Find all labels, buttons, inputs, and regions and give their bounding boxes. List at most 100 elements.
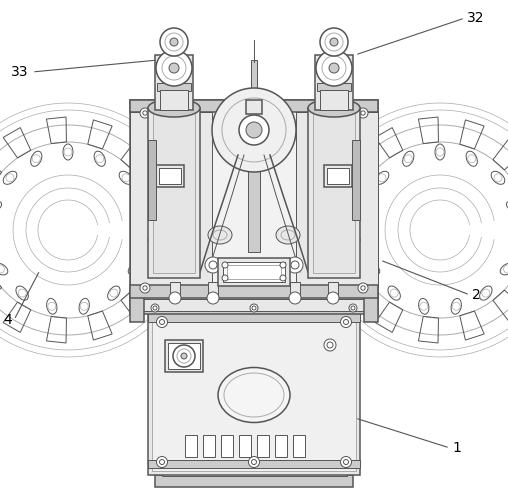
Ellipse shape [466,151,478,166]
Bar [324,165,352,187]
Ellipse shape [451,299,461,314]
Ellipse shape [135,200,150,211]
Circle shape [156,317,168,328]
Bar [320,90,348,110]
Ellipse shape [308,99,360,117]
Bar [160,90,188,110]
Ellipse shape [128,263,143,275]
Bar [165,340,203,372]
Bar [315,55,353,110]
Bar [168,343,200,369]
Bar [203,435,215,457]
Bar [328,282,338,297]
Ellipse shape [47,299,57,314]
Bar [155,475,353,487]
Bar [148,312,360,322]
Ellipse shape [138,233,153,243]
Bar [364,296,378,322]
Bar [148,140,156,220]
Circle shape [248,456,260,467]
Ellipse shape [0,200,2,211]
Ellipse shape [388,286,400,300]
Circle shape [181,353,187,359]
Ellipse shape [0,263,8,275]
Text: 1: 1 [452,441,461,455]
Bar [293,435,305,457]
Bar [148,108,200,278]
Bar [185,435,197,457]
Circle shape [287,257,303,273]
Bar [313,113,355,273]
Bar [159,168,181,184]
Circle shape [250,304,258,312]
Ellipse shape [94,151,105,166]
Circle shape [320,28,348,56]
Circle shape [346,233,360,247]
Text: 33: 33 [11,65,28,79]
Circle shape [160,28,188,56]
Bar [239,435,251,457]
Circle shape [289,292,301,304]
Ellipse shape [30,151,42,166]
Ellipse shape [276,226,300,244]
Circle shape [358,283,368,293]
Bar [157,83,191,91]
Ellipse shape [63,144,73,160]
Ellipse shape [208,226,232,244]
Bar [327,168,349,184]
Circle shape [156,456,168,467]
Ellipse shape [79,299,89,314]
Bar [257,435,269,457]
Circle shape [156,50,192,86]
Bar [130,285,378,298]
Bar [290,282,300,297]
Bar [246,100,262,114]
Bar [221,435,233,457]
Bar [155,55,193,110]
Circle shape [170,38,178,46]
Circle shape [169,63,179,73]
Circle shape [319,167,355,203]
Bar [130,296,144,322]
Circle shape [222,275,228,281]
Bar [134,104,374,294]
Ellipse shape [500,263,508,275]
Circle shape [207,292,219,304]
Bar [218,258,290,286]
Circle shape [329,63,339,73]
Bar [130,296,378,314]
Bar [352,140,360,220]
Circle shape [205,257,221,273]
Text: 32: 32 [467,11,485,25]
Ellipse shape [480,286,492,300]
Bar [251,60,257,102]
Circle shape [340,456,352,467]
Ellipse shape [355,233,370,243]
Circle shape [173,345,195,367]
Text: 4: 4 [3,313,12,327]
Text: 2: 2 [472,288,481,302]
Ellipse shape [506,200,508,211]
Ellipse shape [403,151,414,166]
Bar [130,100,378,298]
Bar [223,262,285,282]
Circle shape [148,233,162,247]
Bar [134,299,374,311]
Circle shape [349,304,357,312]
Ellipse shape [375,171,389,184]
Ellipse shape [365,263,380,275]
Circle shape [324,339,336,351]
Bar [148,312,360,475]
Circle shape [140,108,150,118]
Circle shape [169,292,181,304]
Ellipse shape [148,99,200,117]
Circle shape [246,122,262,138]
Circle shape [153,167,189,203]
Circle shape [327,292,339,304]
Bar [296,112,378,287]
Ellipse shape [218,368,290,422]
Circle shape [330,38,338,46]
Bar [152,316,356,471]
Bar [227,265,281,279]
Bar [148,460,360,468]
